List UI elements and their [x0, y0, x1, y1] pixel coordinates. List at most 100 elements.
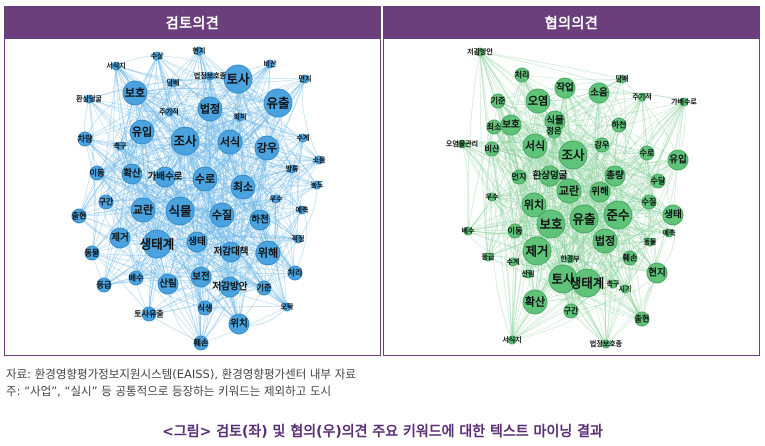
- node-circle: [475, 47, 485, 57]
- network-node: 위치: [521, 192, 547, 218]
- node-label: 산림: [159, 278, 176, 290]
- node-label: 서식지: [106, 61, 125, 70]
- network-edge: [91, 252, 206, 309]
- node-circle: [164, 107, 174, 117]
- network-node: 예측: [663, 228, 676, 238]
- node-circle: [650, 173, 666, 189]
- node-label: 하천: [612, 120, 627, 130]
- network-node: 먼지: [511, 169, 527, 185]
- node-circle: [604, 165, 626, 187]
- node-circle: [287, 265, 303, 281]
- node-label: 교란: [133, 203, 153, 217]
- network-edge: [491, 159, 679, 198]
- node-label: 보호: [125, 86, 145, 100]
- node-circle: [558, 140, 588, 170]
- network-edge: [134, 92, 299, 240]
- network-edge: [184, 140, 240, 325]
- network-edge: [200, 168, 293, 278]
- network-node: 회피: [234, 112, 246, 122]
- network-edge: [641, 96, 658, 274]
- node-label: 수질: [642, 197, 657, 207]
- node-circle: [141, 306, 157, 322]
- node-label: 차량: [78, 134, 93, 144]
- node-label: 처리: [515, 70, 530, 80]
- network-edge: [119, 82, 174, 147]
- node-label: 농도: [311, 180, 324, 189]
- node-label: 보호: [502, 120, 520, 131]
- network-edge: [239, 116, 318, 186]
- network-edge: [119, 82, 174, 147]
- network-edge: [115, 65, 277, 200]
- node-circle: [71, 208, 87, 224]
- network-edge: [119, 116, 241, 239]
- network-edge: [184, 140, 293, 170]
- node-label: 담배: [616, 74, 629, 83]
- network-edge: [514, 230, 607, 345]
- network-node: 법정: [197, 96, 223, 122]
- node-circle: [115, 141, 125, 151]
- node-circle: [484, 141, 500, 157]
- network-node: 등급: [96, 277, 112, 293]
- network-node: 소음: [588, 82, 610, 104]
- node-label: 우수: [270, 194, 283, 203]
- network-edge: [84, 138, 202, 278]
- node-circle: [611, 117, 627, 133]
- network-node: 주기적: [632, 92, 652, 102]
- node-circle: [592, 228, 618, 254]
- node-circle: [483, 252, 493, 262]
- node-circle: [230, 174, 256, 200]
- network-node: 출현: [71, 208, 87, 224]
- node-label: 주기적: [632, 92, 651, 101]
- node-circle: [205, 71, 215, 81]
- node-label: 저감대책: [214, 246, 249, 258]
- network-node: 유출: [569, 204, 599, 234]
- network-node: 배수: [128, 270, 144, 286]
- network-node: 유출: [263, 88, 293, 118]
- node-circle: [197, 96, 223, 122]
- node-label: 이동: [90, 168, 105, 178]
- network-edge: [105, 55, 158, 203]
- node-circle: [89, 165, 105, 181]
- network-edge: [230, 168, 293, 253]
- network-edge: [487, 74, 523, 258]
- node-label: 측구: [114, 141, 127, 150]
- node-label: 등급: [482, 252, 495, 261]
- node-label: 우수: [486, 192, 499, 201]
- node-label: 제거: [525, 244, 548, 259]
- network-edge: [533, 87, 566, 206]
- network-edge: [91, 55, 158, 254]
- network-edge: [562, 101, 685, 280]
- network-node: 최소: [486, 119, 502, 135]
- node-label: 담배: [167, 78, 180, 87]
- node-circle: [679, 97, 689, 107]
- source-note: 자료: 환경영향평가정보지원시스템(EAISS), 환경영향평가센터 내부 자료: [6, 367, 356, 381]
- network-edge: [527, 273, 643, 320]
- network-edge: [84, 138, 318, 186]
- network-edge: [204, 306, 288, 309]
- network-edge: [534, 201, 650, 303]
- right-network-panel: 협의의견 저감방안 처리 작업 소음 담배 주기적 가배수로 기준 오염 보호 식물 최소 정온 하천 서식…: [383, 6, 760, 356]
- node-label: 위치: [230, 318, 247, 330]
- network-edge: [156, 55, 170, 113]
- network-node: 소음: [313, 155, 326, 165]
- network-edge: [115, 65, 206, 180]
- node-label: 토사: [226, 72, 250, 87]
- node-label: 수달: [651, 176, 666, 186]
- node-label: 보호: [539, 217, 563, 232]
- network-edge: [134, 92, 304, 139]
- node-label: 법정보호종: [590, 339, 623, 348]
- network-edge: [88, 78, 239, 100]
- network-node: 동물: [84, 245, 100, 261]
- node-circle: [209, 202, 235, 228]
- node-circle: [122, 80, 148, 106]
- node-label: 서식: [525, 139, 545, 153]
- node-circle: [546, 123, 562, 139]
- network-edge: [209, 75, 306, 80]
- network-node: 오염물관리: [446, 139, 478, 149]
- network-node: 수질: [641, 194, 657, 210]
- network-edge: [242, 78, 306, 188]
- node-label: 수상: [151, 51, 164, 60]
- node-label: 방류: [286, 164, 299, 173]
- network-node: 위해: [255, 240, 281, 266]
- network-node: 수로: [639, 145, 655, 161]
